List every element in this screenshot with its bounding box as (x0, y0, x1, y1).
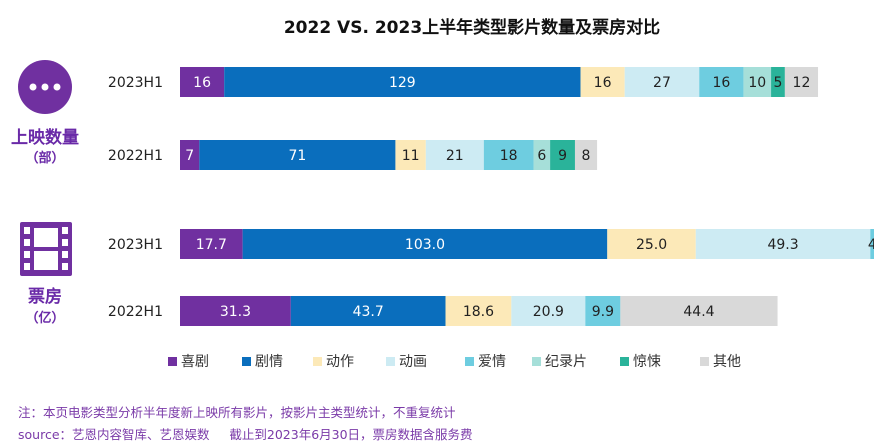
data-label: 31.3 (220, 304, 251, 320)
bar-segment (699, 67, 744, 97)
legend-label: 爱情 (478, 354, 506, 370)
data-label: 18.6 (463, 304, 494, 320)
data-label: 103.0 (405, 237, 445, 253)
bar-segment (550, 140, 575, 170)
bar-segment (290, 296, 446, 326)
bar-segment (585, 296, 621, 326)
data-label: 7 (185, 148, 194, 164)
chart-title: 2022 VS. 2023上半年类型影片数量及票房对比 (284, 17, 660, 38)
data-label: 49.3 (767, 237, 798, 253)
data-label: 16 (594, 75, 612, 91)
bar-segment (580, 67, 625, 97)
legend-label: 喜剧 (181, 354, 209, 370)
legend-swatch (465, 357, 474, 366)
data-label: 9 (558, 148, 567, 164)
row-label: 2023H1 (108, 237, 163, 253)
data-label: 8 (582, 148, 591, 164)
data-label: 4.9 (868, 237, 874, 253)
bar-segment (180, 296, 291, 326)
bar-segment (624, 67, 700, 97)
bar-segment (695, 229, 871, 259)
footnote: 注：本页电影类型分析半年度新上映所有影片，按影片主类型统计，不重复统计 (18, 405, 456, 420)
row-label: 2022H1 (108, 304, 163, 320)
bars-layer: 2023H1 16 129 16 27 16 10 5 12 2022H1 7 71 11 21 18 6 9 8… (108, 67, 874, 326)
data-label: 18 (500, 148, 518, 164)
legend-label: 惊悚 (633, 354, 661, 370)
bar-segment (574, 140, 598, 170)
bar-segment (180, 229, 243, 259)
bar-segment (511, 296, 586, 326)
legend-label: 动作 (326, 354, 354, 370)
panel-unit-boxoffice: （亿） (25, 310, 64, 326)
data-label: 43.7 (353, 304, 384, 320)
more-dots-icon (18, 60, 72, 114)
bar-segment (743, 67, 772, 97)
panel-name-count: 上映数量 (11, 127, 79, 148)
data-label: 6 (537, 148, 546, 164)
legend-label: 其他 (713, 354, 741, 370)
bar-segment (784, 67, 819, 97)
bar-segment (180, 67, 225, 97)
data-label: 27 (653, 75, 671, 91)
legend-swatch (532, 357, 541, 366)
data-label: 16 (712, 75, 730, 91)
data-label: 20.9 (533, 304, 564, 320)
legend-label: 动画 (399, 354, 427, 370)
bar-segment (180, 140, 200, 170)
legend: 喜剧 剧情 动作 动画 爱情 纪录片 惊悚 其他 (168, 354, 741, 370)
legend-swatch (386, 357, 395, 366)
legend-swatch (313, 357, 322, 366)
data-label: 12 (793, 75, 811, 91)
bar-segment (771, 67, 785, 97)
bar-segment (483, 140, 534, 170)
legend-swatch (242, 357, 251, 366)
bar-segment (445, 296, 512, 326)
panel-name-boxoffice: 票房 (28, 286, 62, 307)
bar-segment (224, 67, 581, 97)
data-label: 71 (288, 148, 306, 164)
data-label: 21 (446, 148, 464, 164)
data-label: 16 (193, 75, 211, 91)
row-label: 2023H1 (108, 75, 163, 91)
legend-label: 纪录片 (545, 354, 587, 370)
data-label: 5 (774, 75, 783, 91)
data-label: 25.0 (636, 237, 667, 253)
bar-segment (870, 229, 874, 259)
bar-segment (533, 140, 551, 170)
film-strip-icon (20, 222, 72, 276)
bar-segment (607, 229, 696, 259)
legend-swatch (700, 357, 709, 366)
bar-segment (242, 229, 608, 259)
data-label: 129 (389, 75, 416, 91)
legend-swatch (168, 357, 177, 366)
bar-segment (395, 140, 426, 170)
bar-segment (425, 140, 484, 170)
source-note: source：艺恩内容智库、艺恩娱数 截止到2023年6月30日，票房数据含服务… (18, 427, 473, 442)
data-label: 9.9 (592, 304, 614, 320)
bar-segment (199, 140, 396, 170)
legend-label: 剧情 (255, 354, 283, 370)
panel-unit-count: （部） (25, 150, 64, 166)
data-label: 11 (402, 148, 420, 164)
data-label: 44.4 (683, 304, 714, 320)
row-label: 2022H1 (108, 148, 163, 164)
bar-segment (620, 296, 778, 326)
legend-swatch (620, 357, 629, 366)
data-label: 17.7 (196, 237, 227, 253)
data-label: 10 (748, 75, 766, 91)
